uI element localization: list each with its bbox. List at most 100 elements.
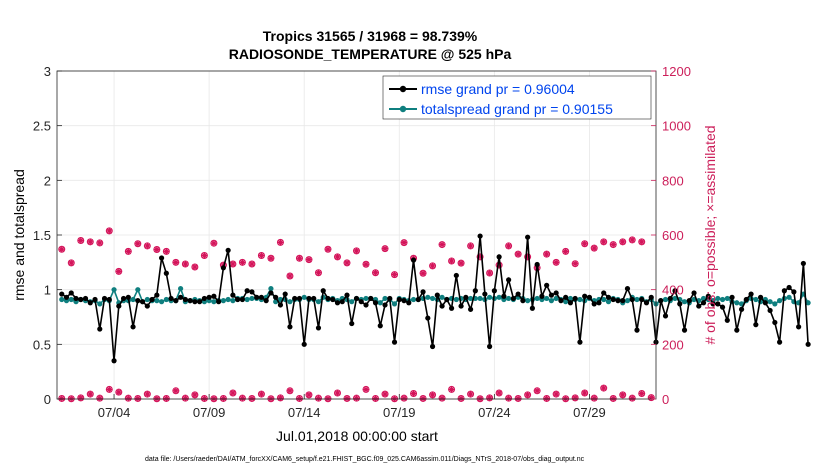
- obs-count-marker: [343, 259, 351, 267]
- obs-count-marker: [172, 387, 180, 395]
- totalspread-point: [467, 295, 474, 302]
- rmse-point: [648, 294, 654, 300]
- rmse-point: [472, 288, 478, 294]
- obs-count-marker: [276, 238, 284, 246]
- rmse-point: [201, 295, 207, 302]
- obs-count-marker: [362, 260, 370, 268]
- obs-count-marker: [67, 259, 75, 267]
- obs-count-marker: [181, 394, 189, 402]
- rmse-point: [301, 341, 307, 347]
- obs-count-marker: [229, 260, 237, 268]
- rmse-point: [111, 358, 117, 364]
- obs-count-marker: [77, 236, 85, 244]
- rmse-point: [448, 305, 455, 311]
- obs-count-marker: [419, 394, 427, 402]
- obs-count-marker: [495, 389, 503, 397]
- obs-count-marker: [552, 390, 560, 398]
- rmse-point: [529, 305, 535, 311]
- totalspread-point: [220, 298, 226, 304]
- rmse-point: [387, 295, 393, 302]
- rmse-point: [344, 292, 350, 298]
- rmse-point: [211, 293, 217, 299]
- rmse-point: [168, 295, 174, 302]
- obs-count-marker: [438, 241, 446, 249]
- x-tick-label: 07/24: [478, 405, 511, 420]
- y-tick-label-right: 200: [662, 337, 684, 352]
- rmse-point: [273, 294, 279, 300]
- rmse-point: [553, 290, 559, 296]
- x-tick-label: 07/19: [383, 405, 416, 420]
- totalspread-point: [567, 295, 574, 302]
- obs-count-marker: [134, 240, 142, 248]
- obs-count-marker: [162, 394, 170, 402]
- rmse-point: [487, 343, 493, 350]
- rmse-point: [772, 319, 778, 326]
- rmse-point: [506, 277, 512, 283]
- y-tick-label-right: 1200: [662, 64, 691, 79]
- rmse-point: [325, 295, 331, 302]
- rmse-point: [82, 295, 89, 302]
- rmse-point: [539, 293, 545, 299]
- totalspread-point: [753, 296, 759, 303]
- rmse-point: [496, 254, 502, 260]
- totalspread-point: [496, 294, 502, 300]
- rmse-point: [254, 294, 260, 300]
- rmse-point: [548, 292, 555, 298]
- obs-count-marker: [238, 394, 246, 402]
- obs-count-marker: [400, 239, 408, 247]
- rmse-point: [743, 296, 749, 303]
- obs-count-marker: [581, 389, 589, 397]
- obs-count-marker: [124, 394, 132, 402]
- rmse-point: [796, 324, 802, 330]
- rmse-point: [620, 298, 626, 304]
- rmse-point: [187, 298, 193, 304]
- totalspread-point: [453, 296, 459, 303]
- totalspread-point: [130, 296, 136, 303]
- totalspread-point: [425, 294, 431, 300]
- rmse-point: [762, 300, 768, 306]
- rmse-point: [282, 291, 288, 297]
- rmse-point: [244, 288, 250, 294]
- rmse-point: [377, 323, 383, 329]
- rmse-point: [515, 291, 521, 297]
- obs-count-marker: [391, 271, 399, 279]
- obs-count-marker: [362, 385, 370, 393]
- totalspread-point: [624, 298, 631, 304]
- obs-count-marker: [448, 385, 456, 393]
- rmse-point: [705, 293, 711, 299]
- obs-count-marker: [181, 260, 189, 268]
- obs-count-marker: [353, 247, 360, 255]
- obs-count-marker: [333, 389, 341, 397]
- obs-count-marker: [486, 269, 494, 277]
- totalspread-point: [377, 300, 383, 306]
- legend-label-rmse: rmse grand pr = 0.96004: [421, 81, 575, 97]
- totalspread-point: [439, 294, 445, 300]
- rmse-point: [116, 303, 122, 309]
- rmse-point: [406, 300, 412, 306]
- rmse-point: [615, 298, 621, 304]
- rmse-point: [306, 295, 312, 302]
- obs-count-marker: [571, 394, 579, 402]
- totalspread-point: [681, 299, 688, 305]
- totalspread-point: [349, 299, 355, 305]
- totalspread-point: [544, 295, 550, 302]
- rmse-point: [135, 298, 141, 304]
- obs-count-marker: [295, 254, 303, 262]
- totalspread-point: [211, 299, 217, 305]
- rmse-point: [610, 296, 616, 303]
- rmse-point: [444, 296, 450, 303]
- obs-count-marker: [619, 238, 627, 246]
- obs-count-marker: [115, 388, 123, 396]
- rmse-point: [268, 290, 274, 296]
- rmse-point: [634, 327, 640, 333]
- rmse-point: [206, 294, 212, 300]
- rmse-point: [591, 301, 597, 307]
- obs-count-marker: [467, 242, 475, 250]
- rmse-point: [681, 327, 688, 333]
- rmse-point: [415, 296, 421, 303]
- obs-count-marker: [124, 247, 132, 255]
- totalspread-point: [163, 296, 169, 303]
- obs-count-marker: [200, 252, 208, 259]
- totalspread-point: [719, 296, 726, 303]
- obs-count-marker: [590, 394, 598, 402]
